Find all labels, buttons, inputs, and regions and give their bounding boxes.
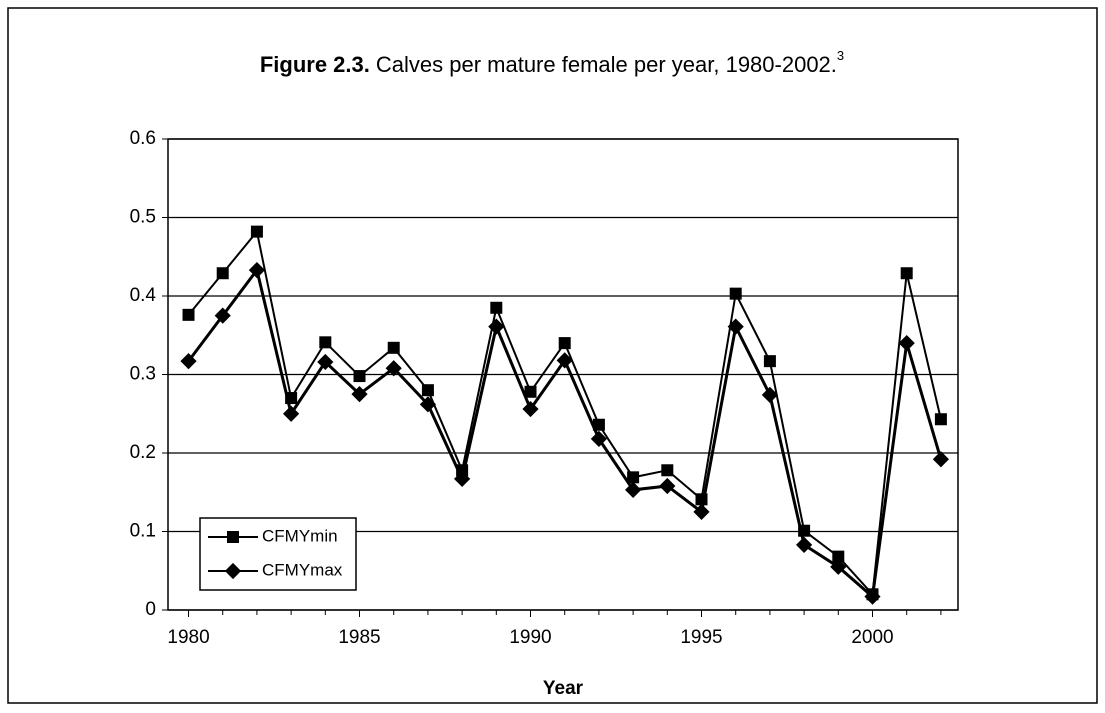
title-footnote: 3 xyxy=(837,48,844,63)
marker-square xyxy=(524,385,537,398)
marker-diamond xyxy=(932,451,950,468)
marker-diamond xyxy=(864,588,881,605)
marker-diamond xyxy=(248,261,266,279)
marker-square xyxy=(216,267,229,280)
marker-diamond xyxy=(693,503,710,520)
marker-diamond xyxy=(522,400,539,418)
marker-square xyxy=(182,308,195,321)
marker-diamond xyxy=(625,481,642,498)
marker-diamond xyxy=(898,335,915,352)
x-tick-label: 2000 xyxy=(851,627,893,648)
marker-square xyxy=(661,464,674,477)
marker-diamond xyxy=(214,307,231,324)
x-tick-label: 1995 xyxy=(680,627,722,648)
legend-label: CFMYmin xyxy=(262,526,338,545)
y-tick-label: 0.1 xyxy=(130,521,156,542)
title-label: Figure 2.3. xyxy=(260,52,370,77)
x-axis-label: Year xyxy=(543,678,584,699)
marker-square xyxy=(832,550,845,563)
marker-diamond xyxy=(224,562,242,580)
y-tick-label: 0 xyxy=(145,599,156,620)
marker-square xyxy=(227,531,239,543)
marker-square xyxy=(558,337,571,350)
marker-square xyxy=(900,267,913,280)
x-tick-label: 1990 xyxy=(509,627,551,648)
marker-diamond xyxy=(488,318,505,335)
marker-square xyxy=(934,413,947,426)
chart-title: Figure 2.3. Calves per mature female per … xyxy=(260,48,844,76)
marker-diamond xyxy=(830,558,847,575)
marker-diamond xyxy=(180,353,197,370)
marker-diamond xyxy=(419,396,437,413)
marker-square xyxy=(421,384,434,397)
marker-square xyxy=(250,225,263,238)
legend-label: CFMYmax xyxy=(262,560,343,579)
y-tick-label: 0.2 xyxy=(130,442,156,463)
marker-square xyxy=(319,336,332,349)
marker-square xyxy=(353,370,366,383)
y-tick-label: 0.3 xyxy=(130,364,156,385)
y-tick-label: 0.4 xyxy=(130,285,157,306)
marker-square xyxy=(490,301,503,314)
marker-diamond xyxy=(351,386,368,403)
marker-diamond xyxy=(761,386,779,404)
marker-diamond xyxy=(727,318,744,335)
x-tick-label: 1980 xyxy=(167,627,209,648)
marker-diamond xyxy=(556,352,573,369)
marker-diamond xyxy=(796,536,813,553)
marker-square xyxy=(592,418,605,431)
y-tick-label: 0.5 xyxy=(130,207,156,228)
marker-diamond xyxy=(283,405,300,422)
marker-diamond xyxy=(385,360,402,377)
marker-square xyxy=(387,341,400,354)
plot-border xyxy=(167,138,959,611)
marker-diamond xyxy=(590,430,608,447)
marker-diamond xyxy=(454,470,471,488)
legend-box xyxy=(199,517,357,591)
marker-diamond xyxy=(317,353,334,371)
y-tick-label: 0.6 xyxy=(130,128,156,149)
title-text: Calves per mature female per year, 1980-… xyxy=(376,52,837,77)
marker-square xyxy=(627,471,640,484)
marker-diamond xyxy=(659,477,676,495)
marker-square xyxy=(763,355,776,368)
marker-square xyxy=(729,287,742,300)
x-tick-label: 1985 xyxy=(338,627,380,648)
frame xyxy=(7,7,1098,704)
